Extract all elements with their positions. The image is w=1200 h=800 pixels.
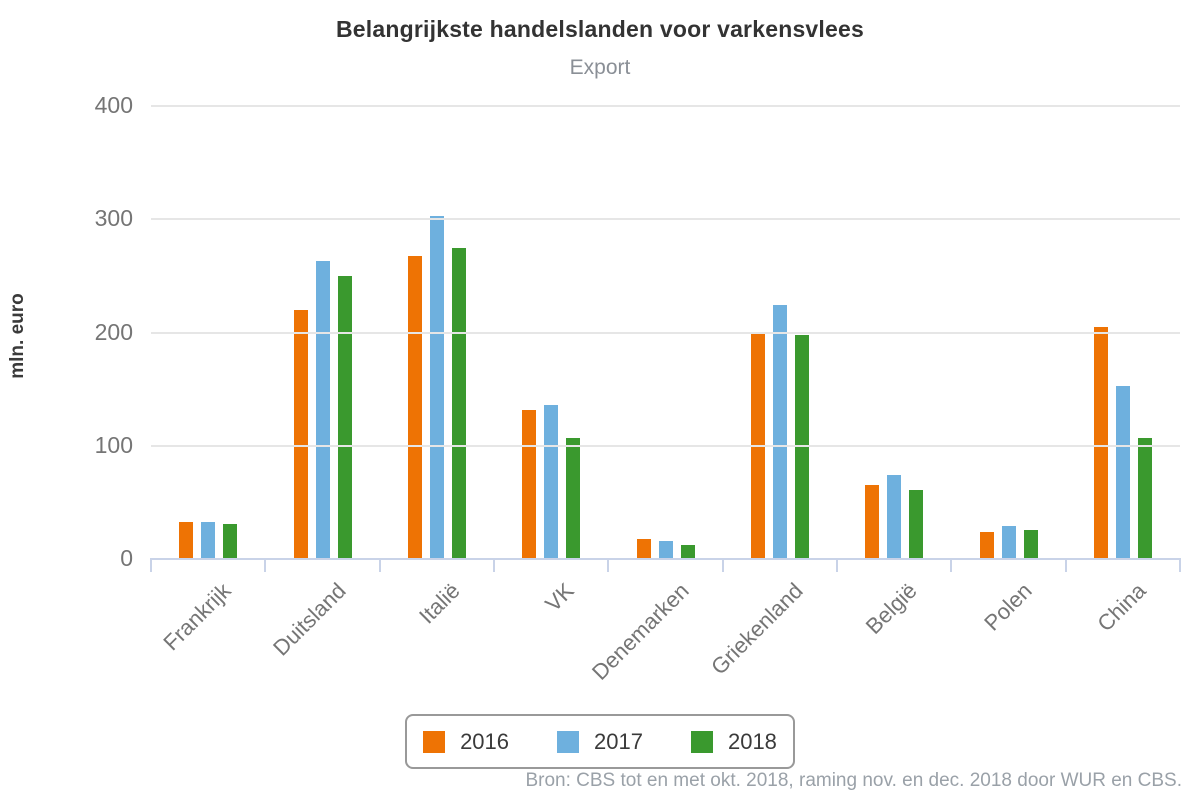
x-axis-line xyxy=(150,558,1181,560)
gridline-100 xyxy=(151,444,1180,447)
chart-title: Belangrijkste handelslanden voor varkens… xyxy=(335,16,864,42)
legend-label-2017: 2017 xyxy=(594,728,643,754)
legend-item-2018: 2018 xyxy=(690,728,777,755)
legend-label-2018: 2018 xyxy=(727,728,777,754)
source-note: Bron: CBS tot en met okt. 2018, raming n… xyxy=(525,770,1182,791)
bar-2017-belgië xyxy=(887,475,902,559)
legend-label-2016: 2016 xyxy=(460,728,510,754)
bar-2016-frankrijk xyxy=(179,521,194,559)
bar-2016-denemarken xyxy=(636,538,651,559)
x-axis-tick xyxy=(721,559,724,572)
bar-2018-vk xyxy=(566,437,581,559)
x-axis-tick xyxy=(150,559,152,572)
legend-swatch-2016 xyxy=(423,730,446,753)
bar-2018-polen xyxy=(1023,529,1038,559)
y-tick-label-100: 100 xyxy=(94,431,133,458)
gridline-200 xyxy=(151,331,1180,334)
y-tick-label-0: 0 xyxy=(120,545,133,571)
y-tick-label-400: 400 xyxy=(94,92,133,119)
bar-2016-china xyxy=(1093,326,1108,559)
bar-2018-duitsland xyxy=(337,276,352,559)
x-axis-tick xyxy=(264,559,267,572)
y-tick-label-200: 200 xyxy=(94,318,133,345)
bar-2017-china xyxy=(1115,385,1130,559)
bar-2018-belgië xyxy=(909,489,924,559)
bar-2016-italië xyxy=(407,255,422,559)
bar-2018-denemarken xyxy=(680,545,695,559)
y-axis-title: mln. euro xyxy=(7,293,28,379)
bar-2016-polen xyxy=(979,531,994,559)
bar-2017-griekenland xyxy=(772,305,787,559)
y-tick-label-300: 300 xyxy=(94,205,133,232)
bar-2017-frankrijk xyxy=(201,521,216,559)
bar-2016-vk xyxy=(522,409,537,559)
legend-item-2017: 2017 xyxy=(557,729,643,755)
x-axis-tick xyxy=(493,559,495,572)
gridline-400 xyxy=(151,105,1180,108)
bar-2017-denemarken xyxy=(658,540,673,559)
bar-2017-italië xyxy=(429,216,444,559)
legend-swatch-2017 xyxy=(557,730,580,753)
bar-2018-frankrijk xyxy=(223,523,238,559)
bar-2017-vk xyxy=(544,405,559,559)
x-axis-tick xyxy=(950,559,953,572)
bar-2016-belgië xyxy=(865,485,880,559)
bar-2017-polen xyxy=(1001,526,1016,559)
x-axis-tick xyxy=(1179,559,1181,572)
bar-2017-duitsland xyxy=(315,261,330,559)
x-axis-tick xyxy=(607,559,610,572)
gridline-300 xyxy=(151,218,1180,221)
legend-item-2016: 2016 xyxy=(423,729,509,755)
bar-2016-duitsland xyxy=(293,309,308,559)
x-axis-tick xyxy=(1064,559,1067,572)
legend: 2016 2017 2018 xyxy=(405,714,795,769)
bar-2018-griekenland xyxy=(794,334,809,559)
bar-2018-italië xyxy=(451,247,466,559)
legend-swatch-2018 xyxy=(690,730,713,753)
x-axis-tick xyxy=(378,559,381,572)
chart-subtitle: Export xyxy=(569,56,631,79)
bar-2018-china xyxy=(1137,437,1152,559)
x-axis-tick xyxy=(836,559,838,572)
